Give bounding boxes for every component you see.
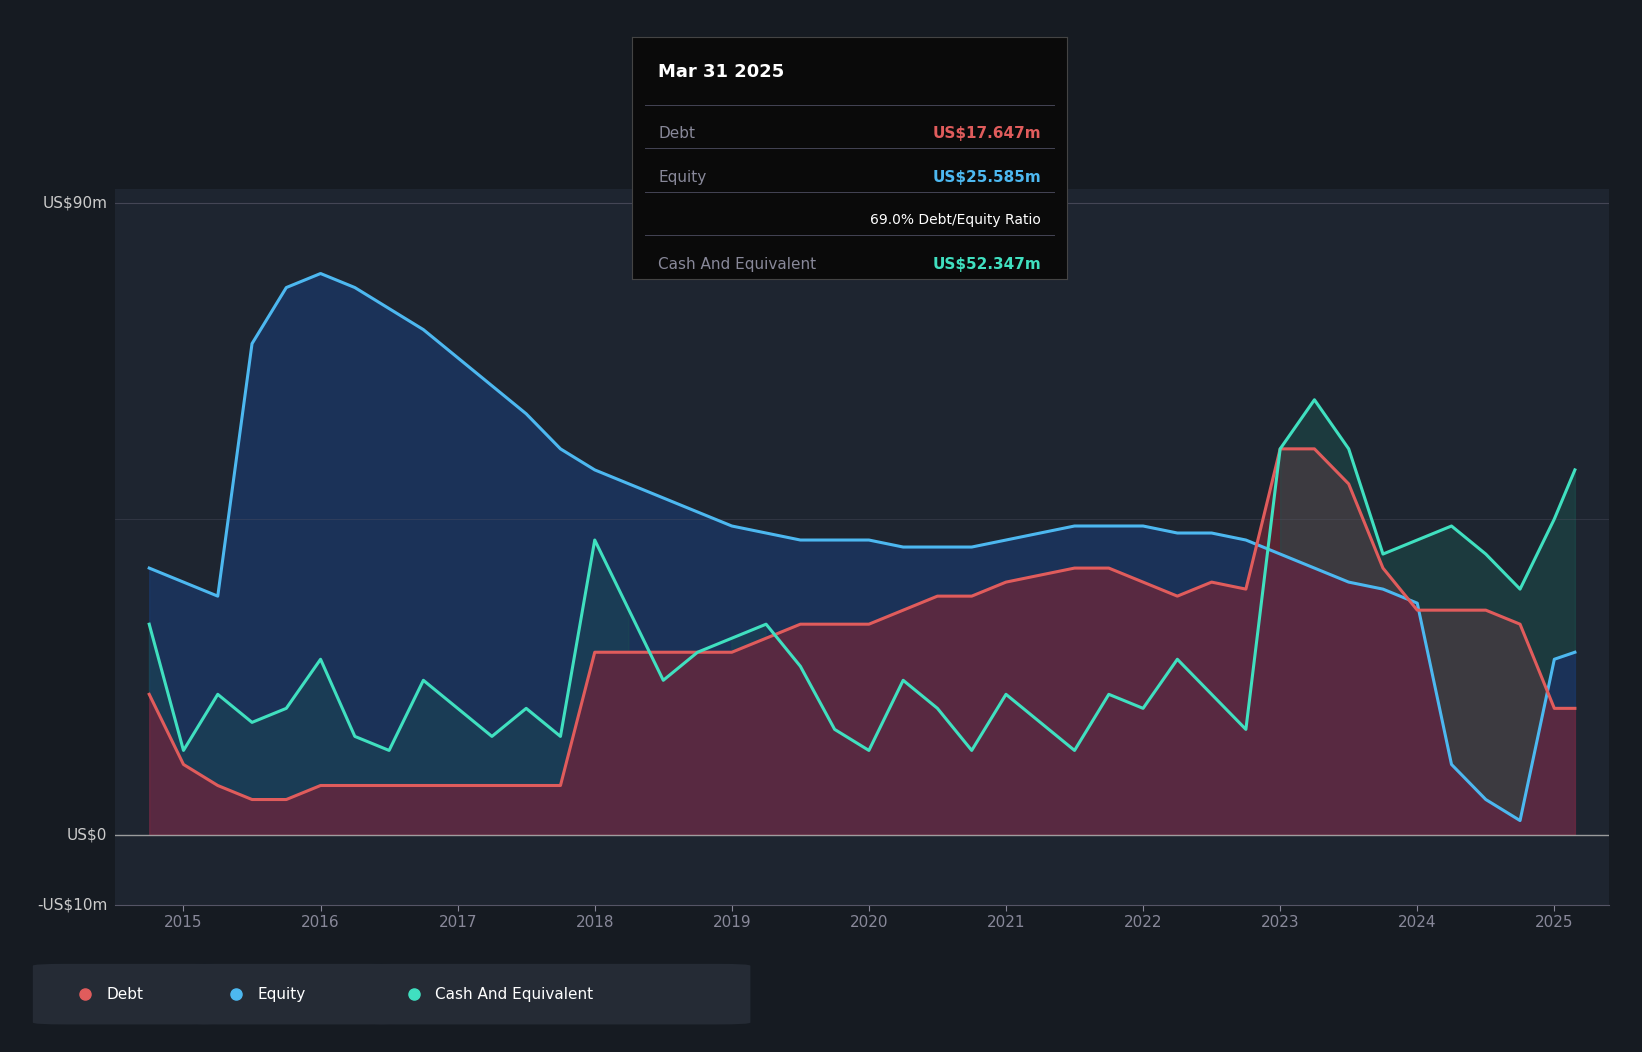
Text: 69.0% Debt/Equity Ratio: 69.0% Debt/Equity Ratio [870, 214, 1041, 227]
Text: US$0: US$0 [67, 827, 107, 842]
Text: Equity: Equity [258, 987, 305, 1002]
FancyBboxPatch shape [184, 964, 402, 1025]
Text: US$52.347m: US$52.347m [933, 257, 1041, 272]
Text: US$17.647m: US$17.647m [933, 126, 1041, 141]
Text: Equity: Equity [658, 169, 706, 185]
Text: Debt: Debt [107, 987, 144, 1002]
Text: Debt: Debt [658, 126, 695, 141]
Text: Cash And Equivalent: Cash And Equivalent [435, 987, 593, 1002]
FancyBboxPatch shape [33, 964, 225, 1025]
Text: US$25.585m: US$25.585m [933, 169, 1041, 185]
Text: US$90m: US$90m [43, 196, 107, 210]
Text: -US$10m: -US$10m [38, 897, 107, 912]
FancyBboxPatch shape [361, 964, 750, 1025]
Text: Mar 31 2025: Mar 31 2025 [658, 63, 785, 81]
Text: Cash And Equivalent: Cash And Equivalent [658, 257, 816, 272]
